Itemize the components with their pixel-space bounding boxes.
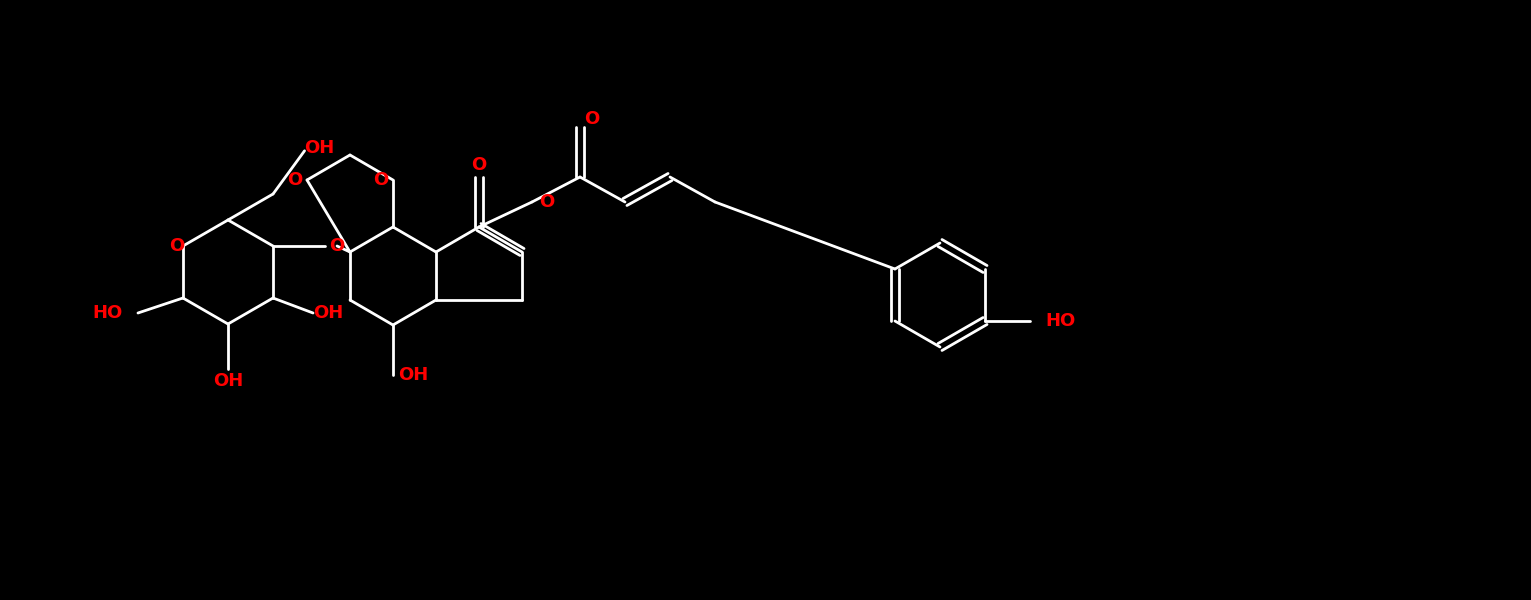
Text: O: O: [539, 193, 554, 211]
Text: OH: OH: [213, 372, 243, 390]
Text: OH: OH: [305, 139, 335, 157]
Text: O: O: [472, 156, 487, 174]
Text: O: O: [374, 171, 389, 189]
Text: HO: HO: [93, 304, 122, 322]
Text: OH: OH: [312, 304, 343, 322]
Text: O: O: [288, 171, 303, 189]
Text: O: O: [170, 237, 185, 255]
Text: O: O: [585, 110, 600, 128]
Text: HO: HO: [1046, 312, 1075, 330]
Text: OH: OH: [398, 366, 429, 384]
Text: O: O: [329, 237, 344, 255]
